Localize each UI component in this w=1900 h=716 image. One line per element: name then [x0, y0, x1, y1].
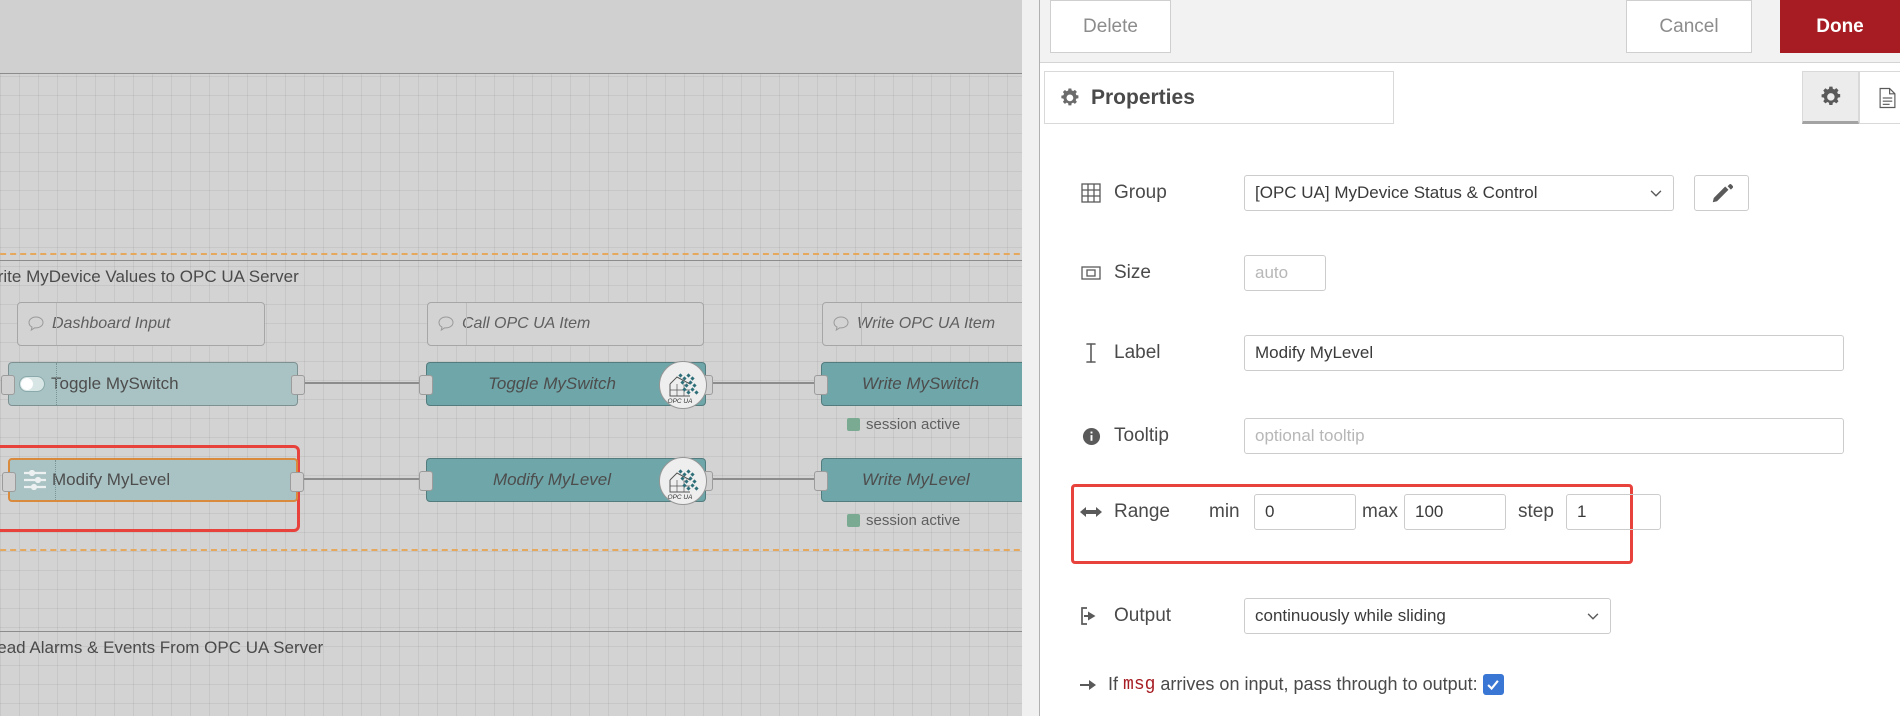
svg-text:OPC UA: OPC UA: [668, 398, 693, 405]
svg-text:OPC UA: OPC UA: [668, 494, 693, 501]
